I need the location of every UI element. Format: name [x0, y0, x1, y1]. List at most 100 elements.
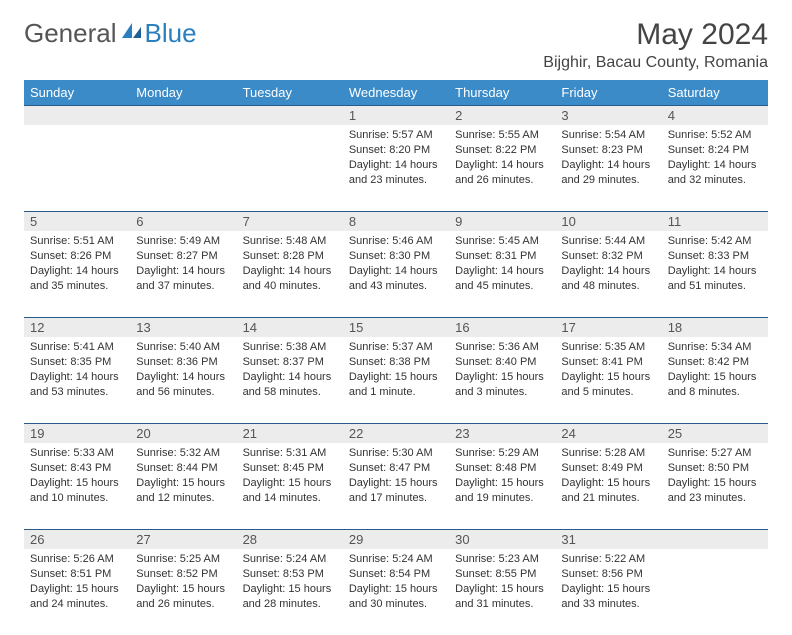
day-ss: Sunset: 8:51 PM [30, 567, 124, 582]
week-daynum-row: 19202122232425 [24, 423, 768, 443]
day-d2: and 37 minutes. [136, 279, 230, 294]
day-d1: Daylight: 15 hours [561, 370, 655, 385]
day-ss: Sunset: 8:44 PM [136, 461, 230, 476]
day-number: 25 [662, 423, 768, 443]
day-number: 21 [237, 423, 343, 443]
day-d1: Daylight: 15 hours [455, 582, 549, 597]
day-ss: Sunset: 8:28 PM [243, 249, 337, 264]
day-cell: Sunrise: 5:29 AMSunset: 8:48 PMDaylight:… [449, 443, 555, 511]
day-ss: Sunset: 8:30 PM [349, 249, 443, 264]
day-number: 26 [24, 529, 130, 549]
day-cell: Sunrise: 5:48 AMSunset: 8:28 PMDaylight:… [237, 231, 343, 299]
day-ss: Sunset: 8:22 PM [455, 143, 549, 158]
day-number: 4 [662, 105, 768, 125]
day-d2: and 58 minutes. [243, 385, 337, 400]
day-sr: Sunrise: 5:22 AM [561, 552, 655, 567]
day-d1: Daylight: 14 hours [30, 370, 124, 385]
day-sr: Sunrise: 5:27 AM [668, 446, 762, 461]
day-cell: Sunrise: 5:36 AMSunset: 8:40 PMDaylight:… [449, 337, 555, 405]
day-ss: Sunset: 8:50 PM [668, 461, 762, 476]
day-number: 15 [343, 317, 449, 337]
day-d1: Daylight: 15 hours [455, 476, 549, 491]
day-d1: Daylight: 15 hours [30, 476, 124, 491]
day-d2: and 40 minutes. [243, 279, 337, 294]
day-d2: and 51 minutes. [668, 279, 762, 294]
day-ss: Sunset: 8:23 PM [561, 143, 655, 158]
day-d2: and 23 minutes. [349, 173, 443, 188]
day-ss: Sunset: 8:35 PM [30, 355, 124, 370]
day-d1: Daylight: 15 hours [561, 582, 655, 597]
day-sr: Sunrise: 5:46 AM [349, 234, 443, 249]
day-number: 31 [555, 529, 661, 549]
day-sr: Sunrise: 5:54 AM [561, 128, 655, 143]
day-sr: Sunrise: 5:41 AM [30, 340, 124, 355]
day-d1: Daylight: 14 hours [668, 158, 762, 173]
day-cell [24, 125, 130, 134]
day-number: 16 [449, 317, 555, 337]
day-d2: and 53 minutes. [30, 385, 124, 400]
day-cell: Sunrise: 5:31 AMSunset: 8:45 PMDaylight:… [237, 443, 343, 511]
day-ss: Sunset: 8:40 PM [455, 355, 549, 370]
weekday-header: Saturday [662, 80, 768, 105]
logo-text-blue: Blue [145, 18, 197, 49]
day-sr: Sunrise: 5:42 AM [668, 234, 762, 249]
day-d1: Daylight: 15 hours [243, 582, 337, 597]
day-d1: Daylight: 14 hours [668, 264, 762, 279]
day-number: 29 [343, 529, 449, 549]
day-sr: Sunrise: 5:30 AM [349, 446, 443, 461]
day-cell: Sunrise: 5:33 AMSunset: 8:43 PMDaylight:… [24, 443, 130, 511]
day-number: 12 [24, 317, 130, 337]
day-ss: Sunset: 8:31 PM [455, 249, 549, 264]
day-sr: Sunrise: 5:32 AM [136, 446, 230, 461]
day-cell: Sunrise: 5:28 AMSunset: 8:49 PMDaylight:… [555, 443, 661, 511]
day-sr: Sunrise: 5:24 AM [243, 552, 337, 567]
day-d1: Daylight: 14 hours [243, 370, 337, 385]
day-number: 22 [343, 423, 449, 443]
weekday-header: Thursday [449, 80, 555, 105]
day-number: 9 [449, 211, 555, 231]
day-d2: and 43 minutes. [349, 279, 443, 294]
day-ss: Sunset: 8:26 PM [30, 249, 124, 264]
day-number: 24 [555, 423, 661, 443]
day-number [24, 105, 130, 125]
day-sr: Sunrise: 5:51 AM [30, 234, 124, 249]
day-cell: Sunrise: 5:38 AMSunset: 8:37 PMDaylight:… [237, 337, 343, 405]
day-sr: Sunrise: 5:26 AM [30, 552, 124, 567]
day-cell: Sunrise: 5:26 AMSunset: 8:51 PMDaylight:… [24, 549, 130, 617]
day-cell: Sunrise: 5:57 AMSunset: 8:20 PMDaylight:… [343, 125, 449, 193]
logo-sail-icon [121, 21, 143, 46]
day-d1: Daylight: 15 hours [668, 370, 762, 385]
day-d2: and 31 minutes. [455, 597, 549, 612]
day-cell: Sunrise: 5:40 AMSunset: 8:36 PMDaylight:… [130, 337, 236, 405]
day-d1: Daylight: 14 hours [455, 158, 549, 173]
day-number: 18 [662, 317, 768, 337]
day-d1: Daylight: 14 hours [561, 158, 655, 173]
week-daynum-row: 1234 [24, 105, 768, 125]
day-number [662, 529, 768, 549]
day-cell: Sunrise: 5:24 AMSunset: 8:53 PMDaylight:… [237, 549, 343, 617]
day-sr: Sunrise: 5:55 AM [455, 128, 549, 143]
day-d2: and 26 minutes. [136, 597, 230, 612]
week-daynum-row: 12131415161718 [24, 317, 768, 337]
day-d2: and 3 minutes. [455, 385, 549, 400]
title-block: May 2024 Bijghir, Bacau County, Romania [543, 18, 768, 72]
day-number: 2 [449, 105, 555, 125]
day-ss: Sunset: 8:45 PM [243, 461, 337, 476]
day-number: 13 [130, 317, 236, 337]
day-d1: Daylight: 15 hours [349, 582, 443, 597]
day-cell [130, 125, 236, 134]
week-content-row: Sunrise: 5:57 AMSunset: 8:20 PMDaylight:… [24, 125, 768, 211]
day-ss: Sunset: 8:41 PM [561, 355, 655, 370]
weekday-header: Sunday [24, 80, 130, 105]
day-d1: Daylight: 15 hours [455, 370, 549, 385]
weekday-header: Monday [130, 80, 236, 105]
day-d2: and 26 minutes. [455, 173, 549, 188]
day-sr: Sunrise: 5:23 AM [455, 552, 549, 567]
day-number [130, 105, 236, 125]
day-cell: Sunrise: 5:37 AMSunset: 8:38 PMDaylight:… [343, 337, 449, 405]
day-cell: Sunrise: 5:27 AMSunset: 8:50 PMDaylight:… [662, 443, 768, 511]
day-number: 23 [449, 423, 555, 443]
day-number: 30 [449, 529, 555, 549]
location: Bijghir, Bacau County, Romania [543, 54, 768, 72]
day-d2: and 45 minutes. [455, 279, 549, 294]
